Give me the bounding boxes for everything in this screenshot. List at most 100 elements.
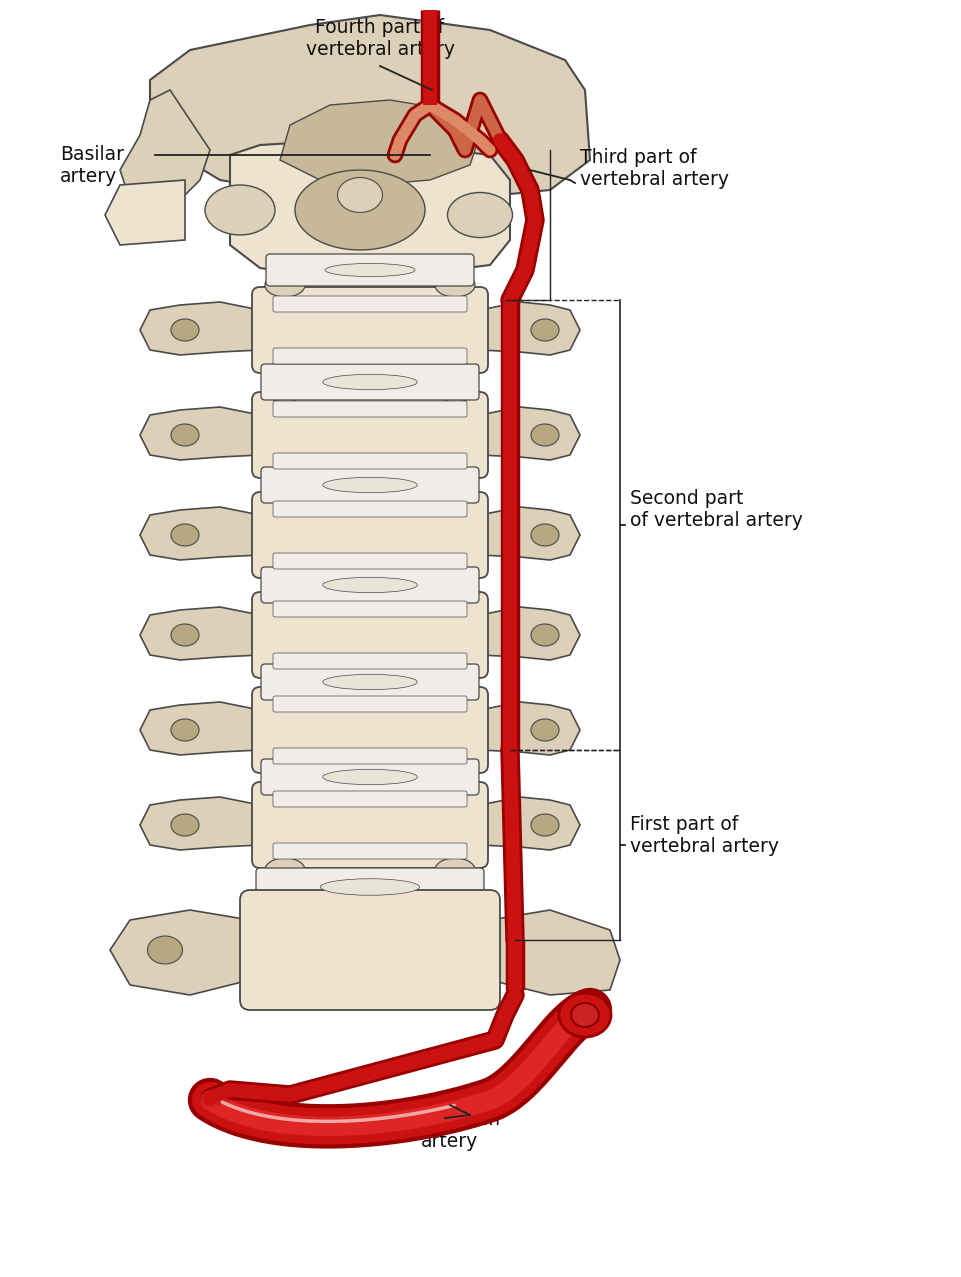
Ellipse shape — [265, 668, 305, 692]
FancyBboxPatch shape — [261, 759, 479, 796]
FancyBboxPatch shape — [252, 687, 488, 773]
Ellipse shape — [323, 577, 417, 593]
Ellipse shape — [265, 568, 305, 593]
Polygon shape — [105, 180, 185, 245]
Polygon shape — [480, 301, 580, 355]
Ellipse shape — [265, 578, 305, 601]
FancyBboxPatch shape — [256, 868, 484, 905]
Ellipse shape — [265, 467, 305, 492]
FancyBboxPatch shape — [273, 401, 467, 418]
Ellipse shape — [435, 673, 475, 697]
Ellipse shape — [435, 363, 475, 387]
Ellipse shape — [171, 424, 199, 446]
FancyBboxPatch shape — [252, 287, 488, 373]
Text: Fourth part of
vertebral artery: Fourth part of vertebral artery — [306, 18, 455, 59]
Ellipse shape — [265, 762, 305, 787]
Polygon shape — [480, 407, 580, 460]
Ellipse shape — [435, 767, 475, 792]
Ellipse shape — [323, 478, 417, 493]
Ellipse shape — [435, 378, 475, 402]
Ellipse shape — [559, 994, 611, 1037]
Text: Basilar
artery: Basilar artery — [60, 146, 124, 186]
Ellipse shape — [171, 524, 199, 547]
Ellipse shape — [337, 178, 382, 212]
Ellipse shape — [265, 767, 305, 792]
Ellipse shape — [571, 1002, 599, 1027]
Ellipse shape — [435, 273, 475, 298]
FancyBboxPatch shape — [273, 453, 467, 469]
FancyBboxPatch shape — [261, 364, 479, 400]
Polygon shape — [120, 89, 210, 209]
Polygon shape — [140, 301, 260, 355]
FancyBboxPatch shape — [252, 392, 488, 478]
Ellipse shape — [265, 363, 305, 387]
FancyBboxPatch shape — [273, 601, 467, 617]
Text: First part of
vertebral artery: First part of vertebral artery — [630, 815, 779, 856]
FancyBboxPatch shape — [273, 296, 467, 312]
Polygon shape — [480, 797, 580, 850]
FancyBboxPatch shape — [273, 553, 467, 570]
Polygon shape — [140, 607, 260, 660]
FancyBboxPatch shape — [273, 843, 467, 859]
Polygon shape — [230, 142, 510, 275]
Ellipse shape — [435, 578, 475, 601]
FancyBboxPatch shape — [252, 782, 488, 868]
FancyBboxPatch shape — [266, 254, 474, 286]
Ellipse shape — [531, 813, 559, 836]
Ellipse shape — [435, 858, 475, 882]
Ellipse shape — [171, 624, 199, 646]
Ellipse shape — [323, 674, 417, 690]
Ellipse shape — [265, 478, 305, 502]
Polygon shape — [480, 507, 580, 561]
Polygon shape — [480, 607, 580, 660]
Ellipse shape — [265, 378, 305, 402]
Polygon shape — [140, 702, 260, 755]
Ellipse shape — [531, 624, 559, 646]
Text: Subclavian
artery: Subclavian artery — [399, 1110, 501, 1151]
FancyBboxPatch shape — [273, 653, 467, 669]
Ellipse shape — [435, 668, 475, 692]
Ellipse shape — [448, 193, 512, 238]
Ellipse shape — [531, 424, 559, 446]
FancyBboxPatch shape — [252, 492, 488, 578]
Ellipse shape — [171, 719, 199, 741]
FancyBboxPatch shape — [273, 748, 467, 764]
Text: Second part
of vertebral artery: Second part of vertebral artery — [630, 489, 802, 530]
Ellipse shape — [321, 879, 420, 895]
FancyBboxPatch shape — [273, 696, 467, 713]
Ellipse shape — [531, 719, 559, 741]
Ellipse shape — [205, 185, 275, 235]
FancyBboxPatch shape — [240, 890, 500, 1010]
Polygon shape — [140, 507, 260, 561]
Ellipse shape — [323, 769, 417, 784]
Ellipse shape — [265, 273, 305, 298]
Polygon shape — [140, 797, 260, 850]
Ellipse shape — [325, 263, 415, 277]
Ellipse shape — [171, 813, 199, 836]
FancyBboxPatch shape — [261, 664, 479, 700]
FancyBboxPatch shape — [273, 501, 467, 517]
FancyBboxPatch shape — [261, 467, 479, 503]
Ellipse shape — [295, 170, 425, 250]
Polygon shape — [140, 407, 260, 460]
Polygon shape — [480, 702, 580, 755]
Polygon shape — [150, 15, 590, 200]
Ellipse shape — [265, 673, 305, 697]
Ellipse shape — [435, 762, 475, 787]
Ellipse shape — [323, 374, 417, 389]
FancyBboxPatch shape — [252, 593, 488, 678]
Polygon shape — [490, 911, 620, 995]
Ellipse shape — [171, 319, 199, 341]
FancyBboxPatch shape — [261, 567, 479, 603]
Polygon shape — [110, 911, 250, 995]
Ellipse shape — [531, 524, 559, 547]
Text: Third part of
vertebral artery: Third part of vertebral artery — [580, 148, 729, 189]
Ellipse shape — [147, 936, 183, 964]
FancyBboxPatch shape — [273, 349, 467, 364]
Ellipse shape — [435, 478, 475, 502]
FancyBboxPatch shape — [273, 790, 467, 807]
Ellipse shape — [435, 467, 475, 492]
Ellipse shape — [265, 858, 305, 882]
Polygon shape — [280, 100, 480, 185]
Ellipse shape — [435, 568, 475, 593]
